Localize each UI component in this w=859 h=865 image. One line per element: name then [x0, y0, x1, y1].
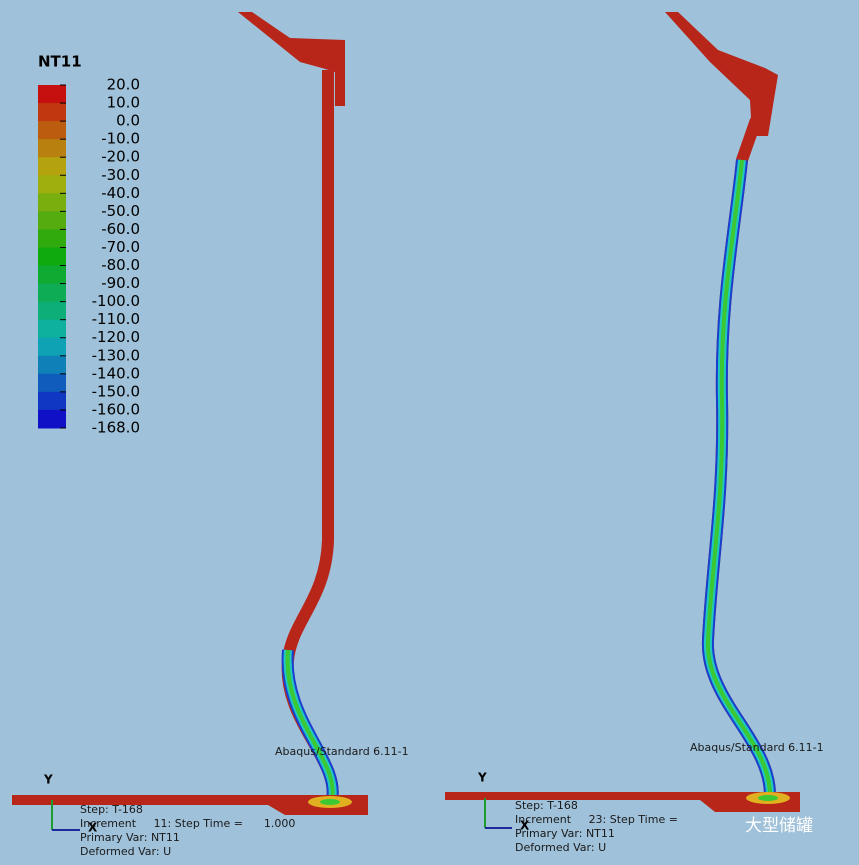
legend-label: -168.0 — [92, 419, 140, 437]
axis-x-label: X — [520, 819, 530, 833]
legend-label: -50.0 — [101, 202, 140, 220]
axis-x-label: X — [88, 821, 98, 835]
legend-swatch — [38, 319, 66, 339]
step-info: Step: T-168 — [80, 803, 143, 816]
legend-label: -60.0 — [101, 220, 140, 238]
step-info: Increment 11: Step Time = 1.000 — [80, 817, 295, 830]
solver-version: Abaqus/Standard 6.11-1 — [275, 745, 409, 758]
legend-swatch — [38, 193, 66, 212]
legend-swatch — [38, 211, 66, 230]
legend-label: -160.0 — [92, 400, 140, 418]
axis-y-label: Y — [477, 771, 487, 785]
legend-label: -40.0 — [101, 184, 140, 202]
bottom-plate — [12, 795, 368, 805]
legend-label: -130.0 — [92, 346, 140, 364]
wall-cold-zone — [285, 649, 335, 801]
step-info: Deformed Var: U — [515, 841, 606, 854]
legend-swatch — [38, 229, 66, 248]
legend-label: 0.0 — [116, 112, 140, 130]
legend-label: 10.0 — [107, 94, 140, 112]
legend-label: -150.0 — [92, 382, 140, 400]
roof-flange — [665, 12, 778, 136]
legend-swatch — [38, 337, 66, 357]
solver-version: Abaqus/Standard 6.11-1 — [690, 741, 824, 754]
step-info: Increment 23: Step Time = — [515, 813, 678, 826]
step-info: Deformed Var: U — [80, 845, 171, 858]
legend-swatch — [38, 121, 66, 140]
legend-swatch — [38, 139, 66, 158]
legend-swatch — [38, 355, 66, 375]
legend-swatch — [38, 175, 66, 194]
legend-swatch — [38, 103, 66, 122]
step-info: Step: T-168 — [515, 799, 578, 812]
step-info: Primary Var: NT11 — [515, 827, 615, 840]
legend-swatch — [38, 391, 66, 411]
legend-label: -140.0 — [92, 364, 140, 382]
right-model: Abaqus/Standard 6.11-1 Y X Step: T-168 I… — [445, 12, 824, 854]
annular-plate — [268, 805, 368, 815]
legend-title: NT11 — [38, 53, 82, 71]
legend-swatch — [38, 85, 66, 104]
bottom-plate — [445, 792, 800, 800]
legend-label: -30.0 — [101, 166, 140, 184]
legend-swatch — [38, 373, 66, 393]
hot-spot — [758, 795, 778, 801]
legend-swatch — [38, 265, 66, 285]
legend-label: -80.0 — [101, 256, 140, 274]
legend-swatch — [38, 247, 66, 267]
watermark: 大型储罐 — [745, 816, 813, 836]
legend-swatch — [38, 283, 66, 303]
legend-swatch — [38, 157, 66, 176]
legend-label: -100.0 — [92, 292, 140, 310]
legend-label: -20.0 — [101, 148, 140, 166]
legend: 20.010.00.0-10.0-20.0-30.0-40.0-50.0-60.… — [38, 76, 140, 437]
legend-label: -10.0 — [101, 130, 140, 148]
left-model: Abaqus/Standard 6.11-1 Y X Step: T-168 I… — [12, 12, 409, 858]
legend-label: -70.0 — [101, 238, 140, 256]
axis-y-label: Y — [43, 773, 53, 787]
hot-spot — [320, 799, 340, 805]
roof-flange — [238, 12, 345, 106]
legend-label: -120.0 — [92, 328, 140, 346]
step-info: Primary Var: NT11 — [80, 831, 180, 844]
legend-label: -90.0 — [101, 274, 140, 292]
legend-swatch — [38, 409, 66, 429]
legend-label: 20.0 — [107, 76, 140, 94]
wall-cold-zone — [705, 159, 772, 796]
legend-label: -110.0 — [92, 310, 140, 328]
legend-swatch — [38, 301, 66, 321]
